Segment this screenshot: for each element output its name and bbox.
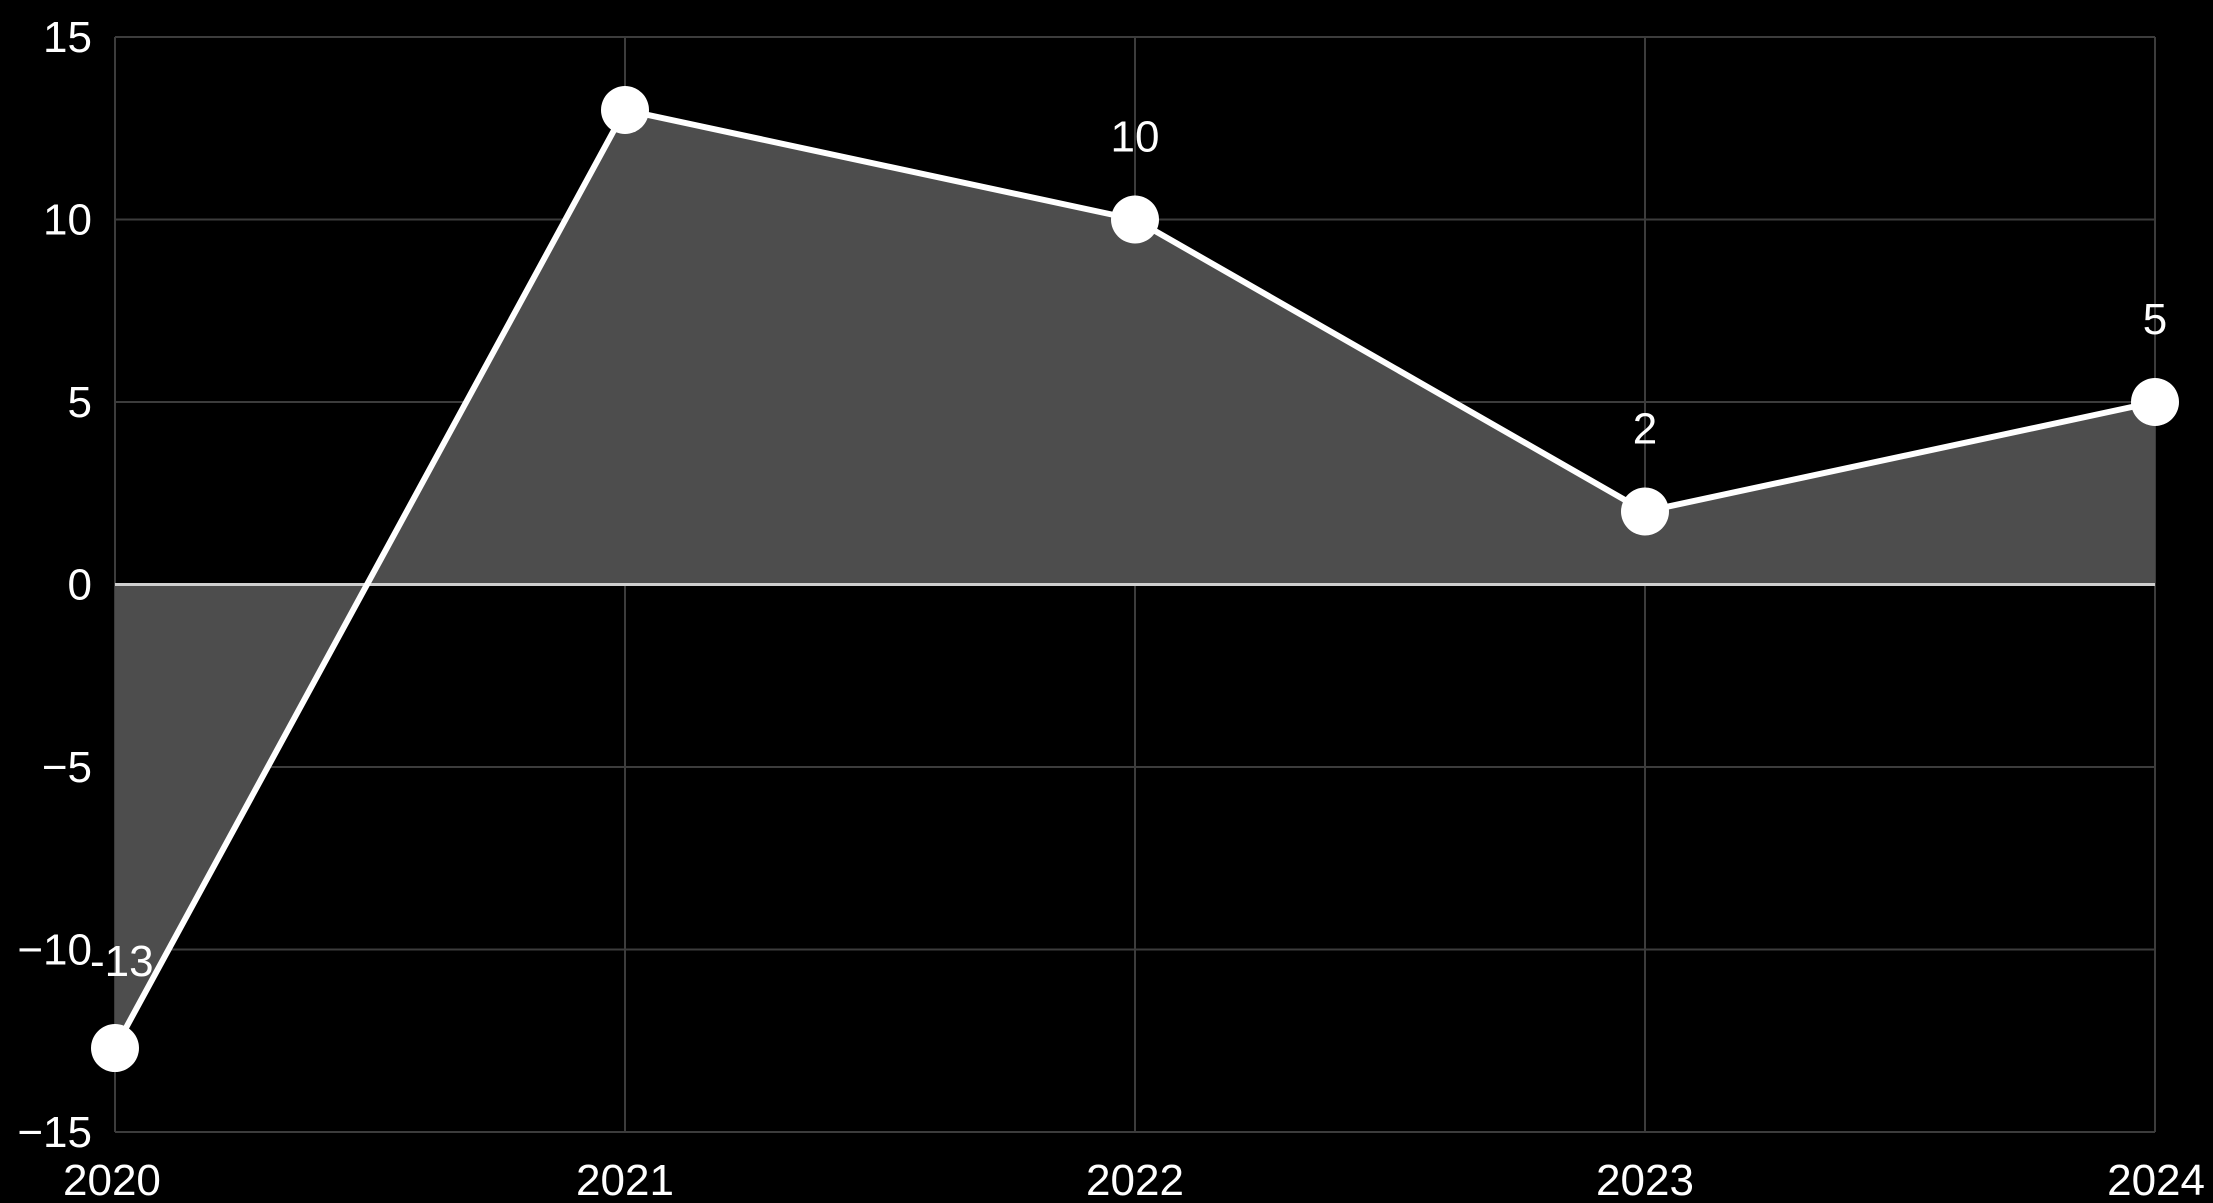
y-tick-label: −5 (42, 743, 92, 792)
data-point (91, 1024, 139, 1073)
x-tick-label: 2021 (576, 1156, 674, 1203)
data-point (2131, 378, 2179, 426)
grid (114, 36, 2156, 1133)
area-fill (115, 110, 2155, 1049)
y-tick-label: 15 (43, 13, 92, 62)
data-label: -13 (90, 937, 154, 986)
y-tick-label: −15 (17, 1108, 92, 1157)
data-labels: -13 10 2 5 (90, 113, 2167, 987)
y-tick-label: −10 (17, 926, 92, 975)
data-label: 5 (2143, 295, 2167, 344)
y-tick-label: 0 (68, 561, 92, 610)
x-tick-label: 2024 (2107, 1156, 2205, 1203)
data-label: 10 (1111, 113, 1160, 162)
data-point (1621, 487, 1669, 536)
data-point (601, 86, 649, 134)
y-tick-label: 5 (68, 378, 92, 427)
x-tick-label: 2020 (63, 1156, 161, 1203)
y-axis-ticks: 15 10 5 0 −5 −10 −15 (17, 13, 92, 1157)
data-point (1111, 195, 1159, 244)
x-axis-ticks: 2020 2021 2022 2023 2024 (63, 1156, 2205, 1203)
area-fill-group (115, 110, 2155, 1049)
y-tick-label: 10 (43, 196, 92, 245)
data-label: 2 (1633, 405, 1657, 454)
x-tick-label: 2022 (1086, 1156, 1184, 1203)
x-tick-label: 2023 (1596, 1156, 1694, 1203)
data-points (91, 86, 2179, 1073)
